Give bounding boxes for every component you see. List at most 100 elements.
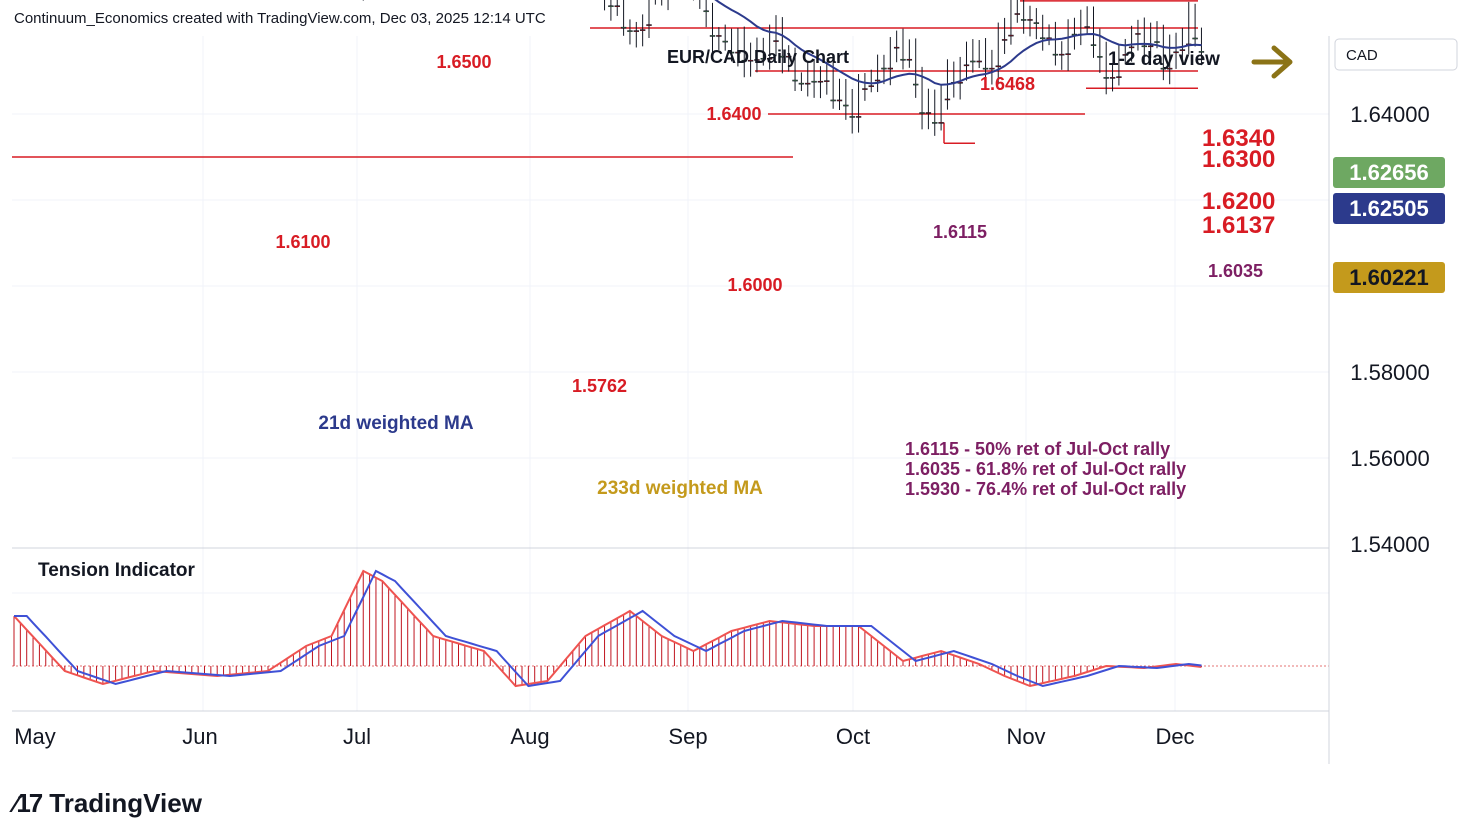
x-tick-label: Jun bbox=[182, 724, 217, 749]
level-label-1.6400: 1.6400 bbox=[706, 104, 761, 124]
candle-down bbox=[735, 51, 741, 54]
ma233-price-badge bbox=[1333, 262, 1445, 293]
last-price-badge bbox=[1333, 157, 1445, 188]
candle-up bbox=[881, 67, 887, 70]
candle-up bbox=[900, 58, 906, 61]
candle-up bbox=[970, 60, 976, 63]
candle-down bbox=[1014, 13, 1021, 15]
candle-down bbox=[824, 80, 830, 82]
candle-down bbox=[944, 98, 951, 101]
ma21-label: 21d weighted MA bbox=[318, 413, 473, 434]
candle-down bbox=[639, 29, 646, 31]
x-tick-label: Jul bbox=[343, 724, 371, 749]
candle-down bbox=[1008, 34, 1014, 37]
candle-down bbox=[862, 88, 868, 90]
tension-slow-line bbox=[14, 569, 1202, 688]
candle-down bbox=[747, 59, 754, 62]
candle-up bbox=[741, 59, 747, 62]
candle-down bbox=[976, 60, 982, 63]
candle-down bbox=[1065, 53, 1071, 55]
price-axis: 1.64000 1.58000 1.56000 1.54000 CAD 1.62656 1.… bbox=[1333, 38, 1458, 557]
candle-up bbox=[620, 26, 627, 29]
candle-up bbox=[1097, 56, 1103, 58]
candle-down bbox=[1179, 49, 1186, 51]
candle-down bbox=[754, 59, 760, 61]
tradingview-logo-icon: ⁄17 bbox=[14, 788, 43, 818]
candle-down bbox=[1059, 53, 1065, 56]
candle-down bbox=[874, 79, 881, 82]
candle-down bbox=[963, 64, 970, 67]
candle-up bbox=[1192, 37, 1198, 40]
fib-note: 1.6115 - 50% ret of Jul-Oct rally bbox=[905, 439, 1170, 459]
level-label-1.6468: 1.6468 bbox=[980, 74, 1035, 94]
candle-down bbox=[938, 122, 944, 124]
ma21-price-badge bbox=[1333, 193, 1445, 224]
candle-down bbox=[646, 24, 652, 26]
candle-up bbox=[728, 51, 735, 54]
x-tick-label: Nov bbox=[1006, 724, 1045, 749]
candle-up bbox=[779, 55, 786, 58]
candle-up bbox=[760, 57, 767, 60]
candle-up bbox=[912, 83, 919, 86]
candle-down bbox=[1167, 67, 1173, 70]
currency-label: CAD bbox=[1346, 47, 1378, 64]
x-tick-label: Aug bbox=[510, 724, 549, 749]
candle-up bbox=[798, 82, 805, 85]
candle-down bbox=[785, 55, 792, 58]
candle-up bbox=[919, 112, 925, 114]
level-label-1.6200: 1.6200 bbox=[1202, 188, 1275, 215]
candle-up bbox=[843, 104, 849, 107]
ma233-label: 233d weighted MA bbox=[597, 478, 763, 499]
candle-down bbox=[1135, 33, 1141, 35]
candle-down bbox=[1147, 45, 1154, 48]
candle-down bbox=[1173, 51, 1179, 54]
x-tick-label: Oct bbox=[836, 724, 870, 749]
tradingview-branding: ⁄17 TradingView bbox=[14, 788, 202, 819]
candle-up bbox=[703, 10, 709, 13]
candle-up bbox=[1052, 53, 1059, 56]
level-label-1.6300: 1.6300 bbox=[1202, 146, 1275, 173]
candle-down bbox=[1027, 19, 1033, 21]
level-label-1.6500: 1.6500 bbox=[436, 52, 491, 72]
ma233-price-badge-text: 1.60221 bbox=[1349, 265, 1429, 290]
candle-down bbox=[1084, 26, 1090, 28]
candle-up bbox=[849, 116, 855, 118]
candle-down bbox=[836, 99, 843, 102]
candle-up bbox=[1033, 22, 1040, 24]
candle-up bbox=[1040, 37, 1046, 40]
level-label-1.6340: 1.6340 bbox=[1202, 125, 1275, 152]
y-tick-label: 1.58000 bbox=[1350, 360, 1430, 385]
candle-up bbox=[1020, 19, 1027, 21]
candle-down bbox=[1128, 46, 1135, 49]
candle-up bbox=[792, 79, 798, 82]
level-lines bbox=[12, 0, 1198, 158]
candle-up bbox=[830, 99, 836, 102]
candle-up bbox=[982, 67, 989, 70]
tension-indicator bbox=[13, 569, 1202, 688]
candle-up bbox=[1141, 45, 1148, 48]
level-label-1.6000: 1.6000 bbox=[727, 275, 782, 295]
candle-down bbox=[995, 65, 1001, 68]
candle-up bbox=[627, 30, 633, 32]
candle-down bbox=[766, 57, 773, 60]
candle-down bbox=[906, 58, 913, 61]
candle-up bbox=[811, 80, 817, 83]
candle-down bbox=[925, 112, 932, 114]
candle-down bbox=[1122, 54, 1128, 56]
x-tick-label: May bbox=[14, 724, 56, 749]
candle-up bbox=[608, 5, 614, 8]
candle-down bbox=[1001, 39, 1008, 41]
level-label-1.5762: 1.5762 bbox=[572, 376, 627, 396]
level-label-1.6100: 1.6100 bbox=[275, 232, 330, 252]
brand-name: TradingView bbox=[49, 788, 202, 818]
candle-up bbox=[1198, 51, 1205, 53]
attribution-text: Continuum_Economics created with Trading… bbox=[14, 10, 546, 27]
indicator-title: Tension Indicator bbox=[38, 560, 196, 581]
candle-up bbox=[1160, 67, 1167, 70]
candle-up bbox=[722, 40, 728, 43]
candle-up bbox=[1103, 77, 1109, 79]
level-label-1.6035: 1.6035 bbox=[1208, 261, 1263, 281]
ma21-price-badge-text: 1.62505 bbox=[1349, 196, 1429, 221]
grid bbox=[12, 36, 1329, 711]
candle-down bbox=[855, 116, 862, 118]
